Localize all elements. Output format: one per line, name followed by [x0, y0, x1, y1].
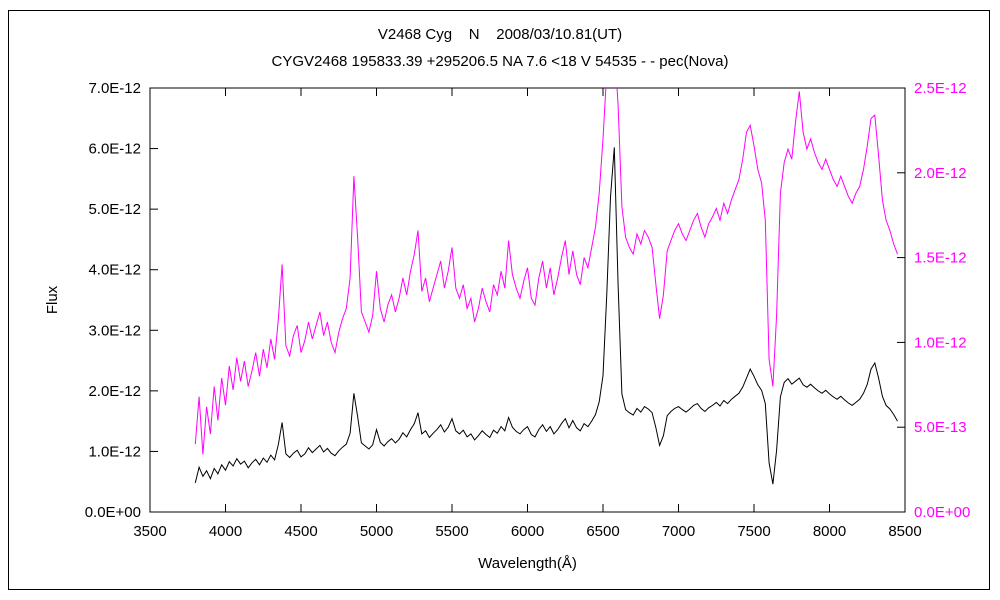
x-tick-label: 6500	[586, 523, 619, 540]
x-axis-label: Wavelength(Å)	[478, 555, 577, 572]
plot-frame	[149, 87, 906, 513]
chart-title: V2468 Cyg N 2008/03/10.81(UT)	[377, 26, 623, 43]
left-tick-label: 0.0E+00	[85, 504, 141, 521]
x-tick-label: 8000	[813, 523, 846, 540]
right-tick-label: 0.0E+00	[914, 504, 970, 521]
magenta-spectrum	[194, 88, 898, 455]
x-tick-label: 4500	[284, 523, 317, 540]
black-spectrum	[194, 147, 898, 485]
right-tick-label: 1.5E-12	[914, 250, 967, 267]
left-tick-label: 3.0E-12	[88, 322, 141, 339]
x-tick-label: 5500	[435, 523, 468, 540]
left-tick-label: 5.0E-12	[88, 201, 141, 218]
x-tick-label: 6000	[511, 523, 544, 540]
x-tick-label: 3500	[133, 523, 166, 540]
left-tick-label: 6.0E-12	[88, 141, 141, 158]
x-tick-label: 8500	[888, 523, 921, 540]
y-axis-label: Flux	[44, 285, 61, 314]
right-tick-label: 2.0E-12	[914, 165, 967, 182]
x-tick-label: 4000	[209, 523, 242, 540]
left-tick-label: 7.0E-12	[88, 80, 141, 97]
chart-subtitle: CYGV2468 195833.39 +295206.5 NA 7.6 <18 …	[271, 53, 729, 70]
left-tick-label: 4.0E-12	[88, 262, 141, 279]
right-tick-label: 5.0E-13	[914, 419, 967, 436]
x-tick-label: 7500	[737, 523, 770, 540]
right-tick-label: 1.0E-12	[914, 334, 967, 351]
left-tick-label: 1.0E-12	[88, 443, 141, 460]
figure-border	[8, 10, 990, 590]
left-tick-label: 2.0E-12	[88, 383, 141, 400]
x-tick-label: 7000	[662, 523, 695, 540]
right-tick-label: 2.5E-12	[914, 80, 967, 97]
x-tick-label: 5000	[360, 523, 393, 540]
